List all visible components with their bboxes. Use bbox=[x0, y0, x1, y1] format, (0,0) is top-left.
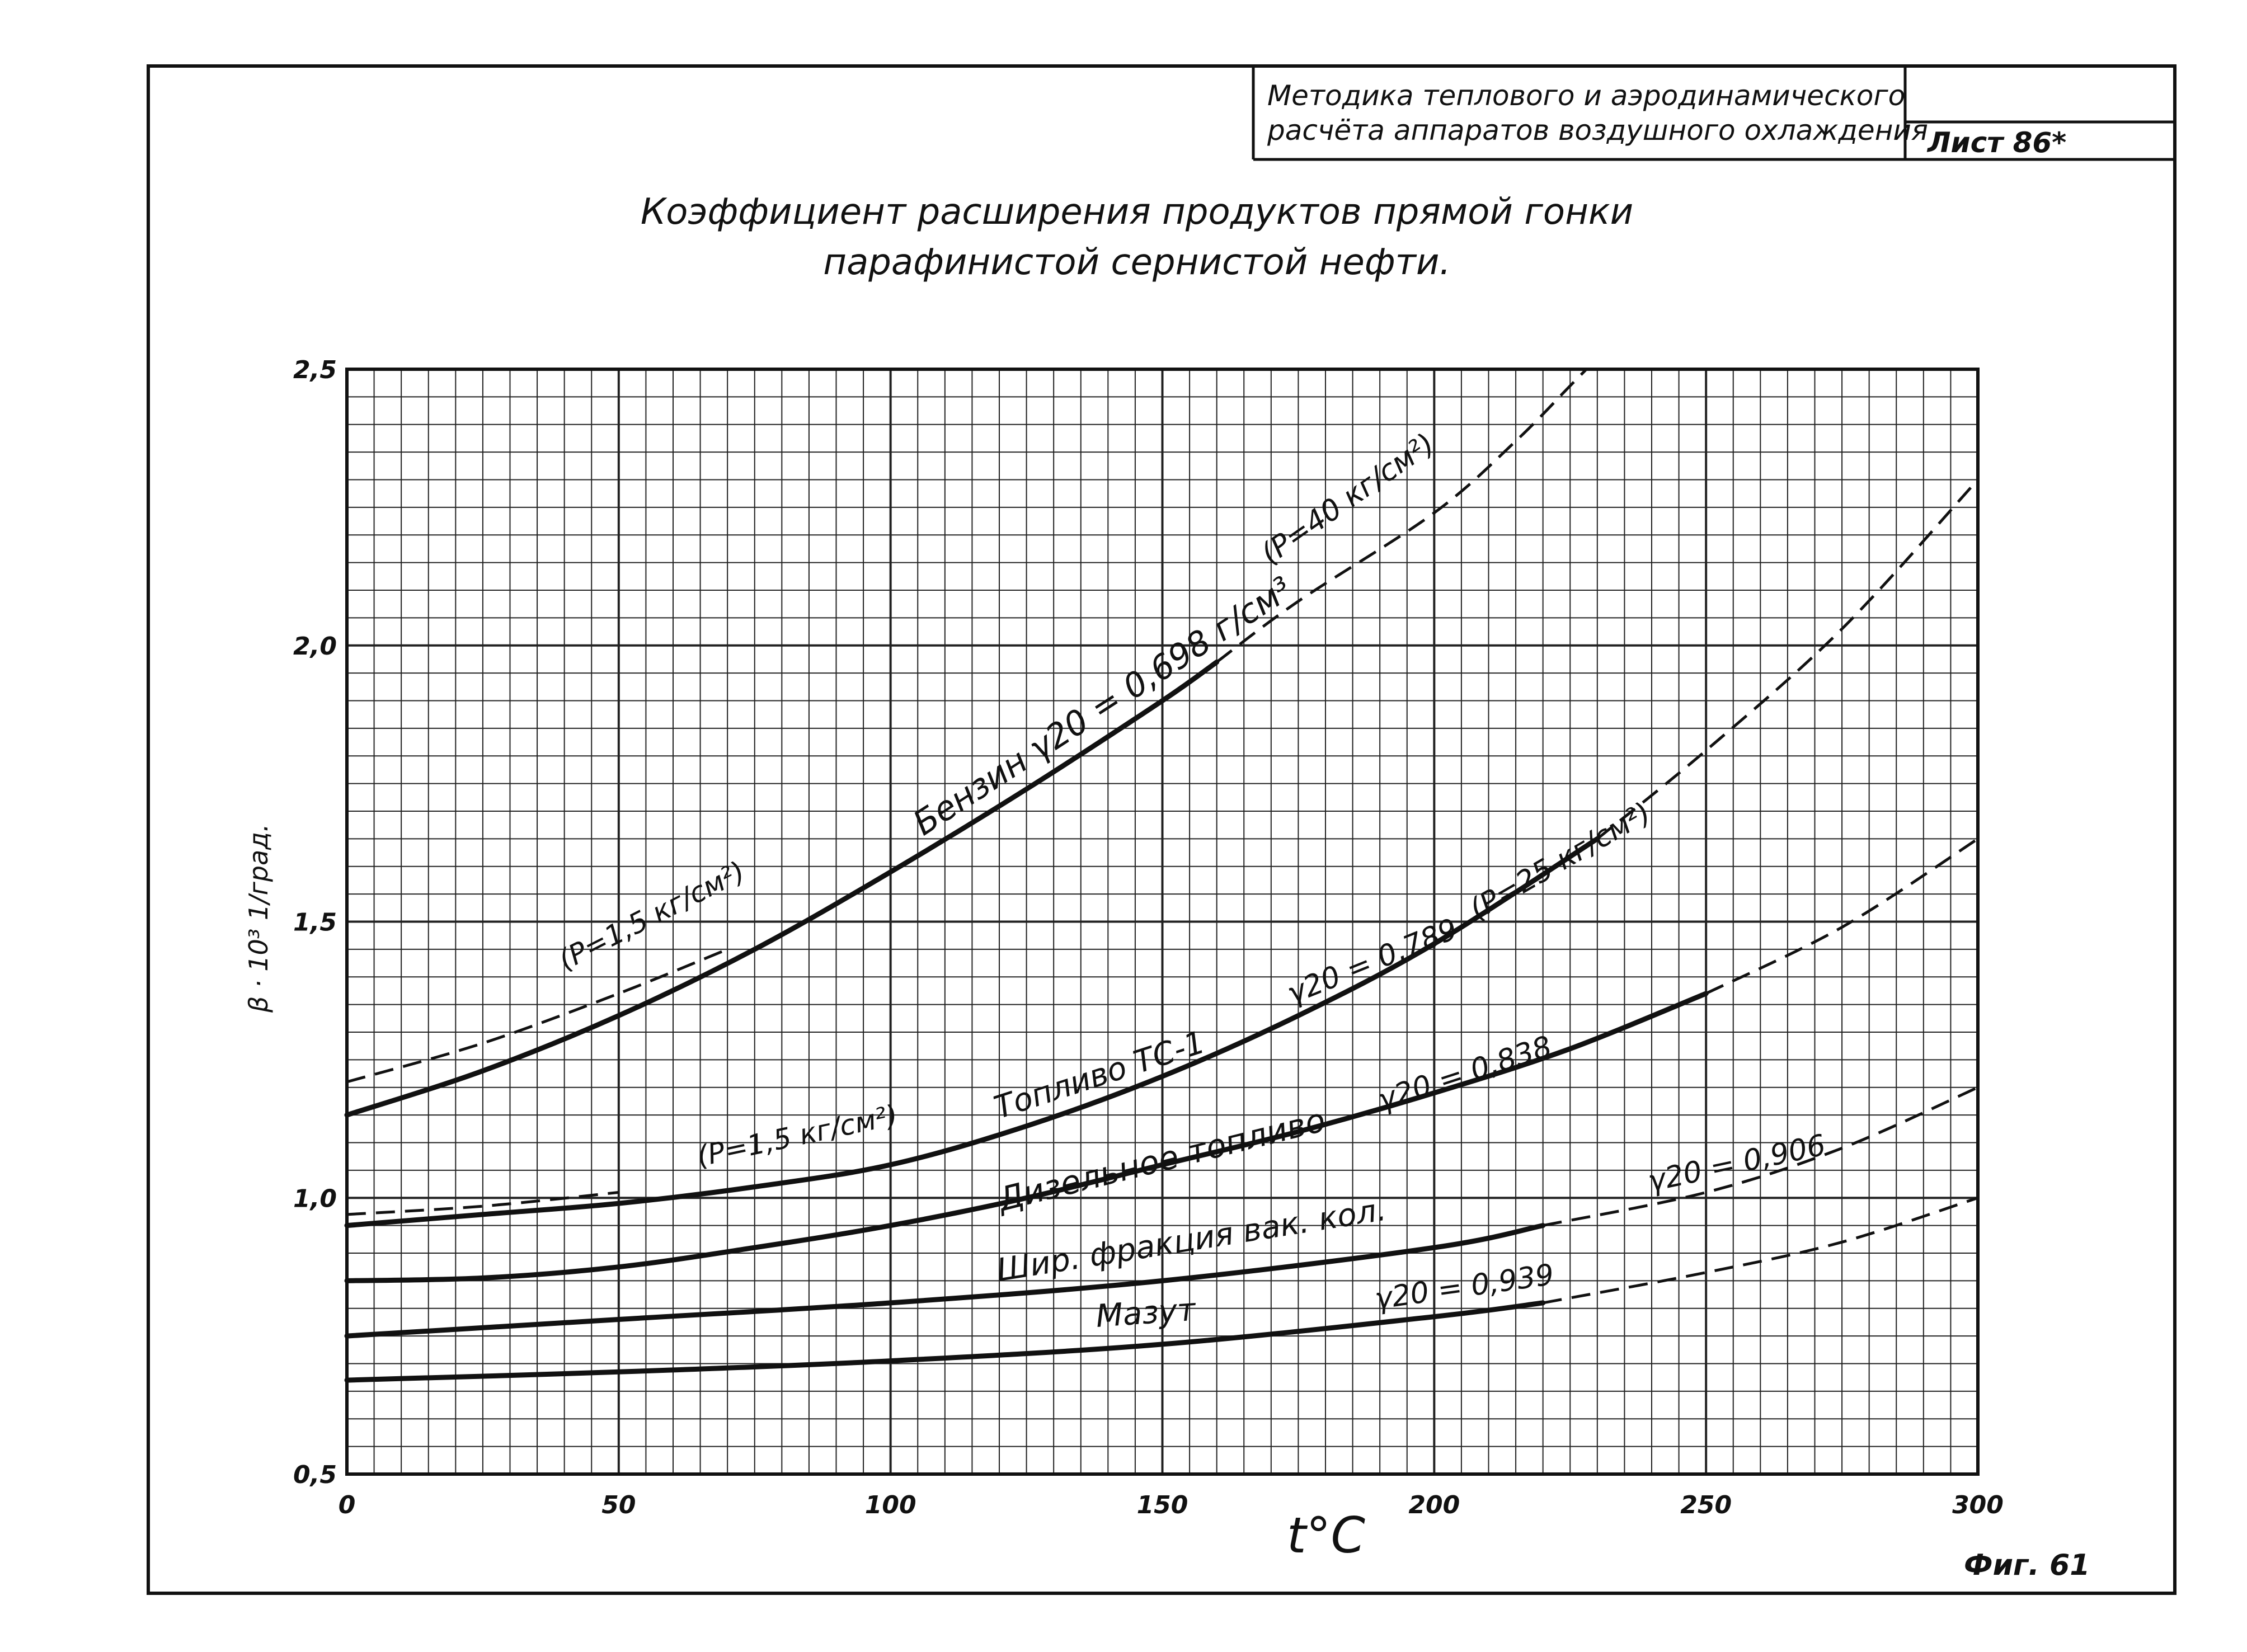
series-1 bbox=[346, 948, 728, 1084]
y-tick-label: 2,5 bbox=[293, 356, 337, 384]
annotation-benzin-pressure: (P=40 кг/см²) bbox=[1255, 427, 1441, 571]
y-tick-label: 1,5 bbox=[293, 909, 337, 937]
x-tick-label: 50 bbox=[601, 1491, 636, 1519]
annotation-ts1-name: Топливо ТС-1 bbox=[990, 1024, 1209, 1127]
y-tick-label: 1,0 bbox=[293, 1184, 337, 1213]
x-tick-label: 150 bbox=[1137, 1491, 1188, 1519]
chart-title: Коэффициент расширения продуктов прямой … bbox=[641, 191, 1633, 233]
series-2 bbox=[344, 478, 1979, 1229]
series-layer bbox=[344, 368, 1979, 1383]
title-block: Методика теплового и аэродинамического р… bbox=[1252, 66, 2175, 161]
annotation-benzin-low-pressure: (P=1,5 кг/см²) bbox=[553, 855, 750, 976]
series-6 bbox=[344, 1196, 1978, 1383]
title-block-line1: Методика теплового и аэродинамического bbox=[1267, 79, 1905, 112]
series-line-dashed bbox=[1543, 1086, 1979, 1227]
series-4 bbox=[344, 837, 1979, 1283]
series-line-dashed bbox=[1705, 837, 1979, 995]
x-tick-label: 100 bbox=[865, 1491, 916, 1519]
series-line-dashed bbox=[346, 948, 728, 1084]
x-tick-label: 0 bbox=[339, 1491, 356, 1519]
annotation-vacuum-density: γ20 = 0,906 bbox=[1645, 1128, 1828, 1199]
x-tick-label: 250 bbox=[1680, 1491, 1732, 1519]
series-3 bbox=[346, 1190, 619, 1216]
series-line-solid bbox=[344, 1223, 1546, 1339]
series-line-solid bbox=[344, 1300, 1546, 1383]
plot-border bbox=[345, 368, 1980, 1476]
series-line-dashed bbox=[346, 1190, 619, 1216]
title-block-line2: расчёта аппаратов воздушного охлаждения bbox=[1267, 114, 1928, 147]
figure-number: Фиг. 61 bbox=[1964, 1549, 2090, 1582]
chart-subtitle: парафинистой сернистой нефти. bbox=[823, 242, 1451, 283]
y-tick-label: 2,0 bbox=[293, 632, 337, 661]
series-line-solid bbox=[344, 991, 1709, 1283]
sheet-number: Лист 86* bbox=[1926, 126, 2066, 159]
x-tick-label: 200 bbox=[1408, 1491, 1460, 1519]
series-0 bbox=[344, 368, 1588, 1118]
annotation-ts1-pressure: (P=25 кг/см²) bbox=[1464, 796, 1657, 927]
series-line-dashed bbox=[1543, 1196, 1978, 1305]
annotation-ts1-density: γ20 = 0,789 bbox=[1282, 912, 1462, 1011]
series-line-dashed bbox=[1596, 478, 1979, 840]
annotation-diesel-density: γ20 = 0,838 bbox=[1374, 1030, 1555, 1118]
annotation-ts1-low-pressure: (P=1,5 кг/см²) bbox=[694, 1099, 900, 1173]
plot-area: 0 50 100 150 200 250 300 0,5 1,0 1,5 2,0 2,5 bbox=[293, 356, 2004, 1519]
annotation-mazut-name: Мазут bbox=[1094, 1292, 1197, 1335]
series-line-solid bbox=[344, 836, 1600, 1229]
series-line-dashed bbox=[1216, 368, 1588, 663]
x-axis-label: t°C bbox=[1287, 1507, 1366, 1564]
series-line-solid bbox=[344, 659, 1220, 1118]
x-tick-label: 300 bbox=[1952, 1491, 2004, 1519]
y-axis-label: β · 10³ 1/град. bbox=[243, 823, 274, 1013]
y-tick-label: 0,5 bbox=[293, 1461, 337, 1489]
series-5 bbox=[344, 1086, 1979, 1339]
annotation-mazut-density: γ20 = 0,939 bbox=[1372, 1258, 1556, 1316]
annotation-benzin: Бензин γ20 = 0,698 г/см³ bbox=[906, 570, 1299, 844]
tick-layer: 0 50 100 150 200 250 300 0,5 1,0 1,5 2,0 2,5 bbox=[293, 356, 2004, 1519]
sheet-frame bbox=[147, 64, 2177, 1595]
